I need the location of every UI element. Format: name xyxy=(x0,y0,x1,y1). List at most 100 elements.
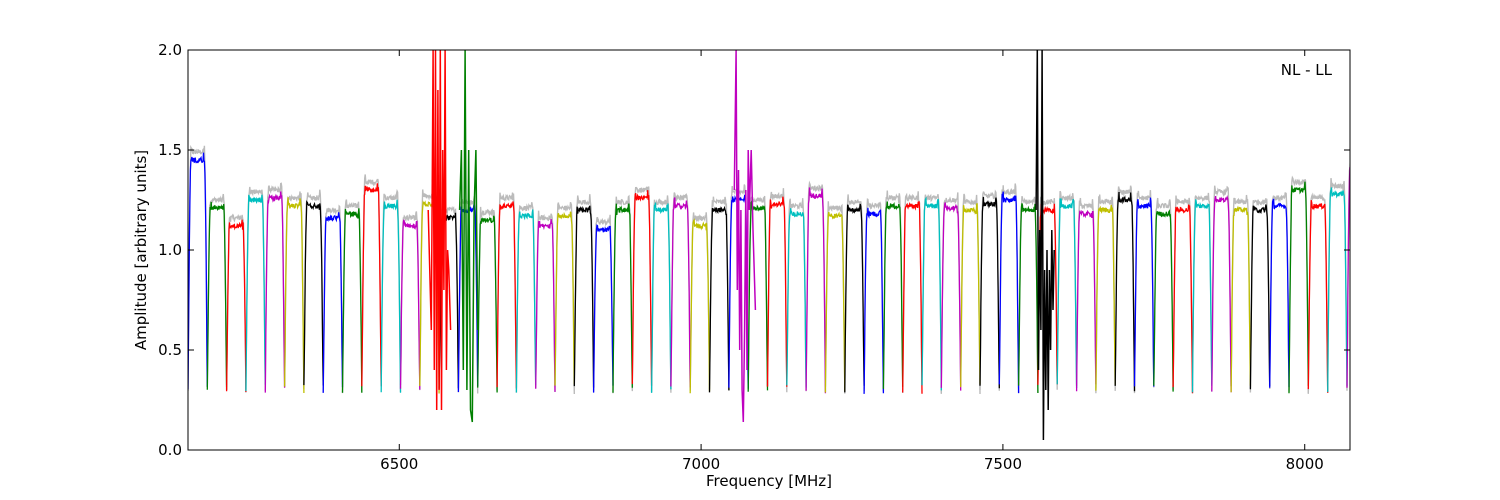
spectrum-lines xyxy=(188,50,1350,441)
channel-line-9 xyxy=(361,183,382,387)
x-tick-label: 7000 xyxy=(682,455,720,473)
channel-line-55 xyxy=(1249,204,1271,390)
channel-line-1 xyxy=(206,201,228,390)
channel-line-32 xyxy=(805,187,827,394)
channel-line-56 xyxy=(1269,198,1290,388)
reference-channel-16 xyxy=(496,192,518,393)
reference-channel-54 xyxy=(1230,194,1252,389)
channel-line-26 xyxy=(689,218,711,394)
reference-channel-7 xyxy=(322,204,344,393)
channel-line-54 xyxy=(1230,205,1252,393)
reference-channel-11 xyxy=(399,211,421,386)
channel-line-43 xyxy=(1017,203,1039,394)
channel-line-3 xyxy=(245,194,266,392)
reference-channel-29 xyxy=(747,195,769,390)
channel-line-4 xyxy=(264,191,286,393)
reference-channel-40 xyxy=(960,193,981,395)
reference-channel-9 xyxy=(361,174,382,392)
reference-channel-25 xyxy=(670,192,691,391)
reference-channel-46 xyxy=(1075,197,1097,394)
channel-line-17 xyxy=(515,209,537,393)
y-axis-label: Amplitude [arbitrary units] xyxy=(132,150,150,350)
channel-line-11 xyxy=(399,219,421,390)
rfi-series-3 xyxy=(1035,50,1055,441)
reference-channel-53 xyxy=(1211,185,1232,392)
x-tick-label: 7500 xyxy=(984,455,1022,473)
reference-channel-30 xyxy=(766,188,788,393)
reference-channel-4 xyxy=(264,182,286,391)
reference-channel-20 xyxy=(573,194,595,392)
reference-channel-39 xyxy=(940,192,962,394)
channel-line-31 xyxy=(786,208,807,388)
x-tick-label: 6500 xyxy=(380,455,418,473)
channel-line-45 xyxy=(1056,198,1078,389)
channel-line-6 xyxy=(303,200,324,386)
channel-line-49 xyxy=(1133,197,1155,387)
y-tick-label: 2.0 xyxy=(158,41,182,59)
reference-channel-50 xyxy=(1153,197,1174,391)
panel-annotation: NL - LL xyxy=(1281,61,1333,79)
reference-channel-10 xyxy=(380,188,402,393)
reference-channel-18 xyxy=(535,210,556,388)
y-tick-label: 1.5 xyxy=(158,141,182,159)
channel-line-58 xyxy=(1307,200,1329,393)
reference-channel-59 xyxy=(1327,178,1348,393)
channel-line-29 xyxy=(747,199,769,392)
reference-channel-34 xyxy=(844,194,865,394)
y-tick-label: 0.5 xyxy=(158,341,182,359)
y-tick-label: 0.0 xyxy=(158,441,182,459)
channel-line-19 xyxy=(554,211,575,386)
channel-line-2 xyxy=(225,219,247,393)
channel-line-27 xyxy=(708,205,730,393)
channel-line-8 xyxy=(341,208,363,393)
channel-line-16 xyxy=(496,201,518,389)
channel-line-52 xyxy=(1191,199,1213,393)
channel-line-33 xyxy=(824,211,846,393)
channel-line-47 xyxy=(1095,204,1116,391)
reference-channel-55 xyxy=(1249,198,1271,393)
reference-channel-36 xyxy=(882,190,904,391)
reference-channel-1 xyxy=(206,193,228,388)
reference-channel-26 xyxy=(689,212,711,390)
channel-line-37 xyxy=(902,201,923,394)
y-tick-label: 1.0 xyxy=(158,241,182,259)
channel-line-42 xyxy=(998,191,1020,394)
axis-ticks: 6500 7000 7500 8000 0.0 0.5 1.0 1.5 2.0 xyxy=(158,41,1350,473)
reference-channel-15 xyxy=(477,206,498,392)
reference-channel-57 xyxy=(1288,175,1309,394)
channel-line-38 xyxy=(921,196,942,391)
channel-line-50 xyxy=(1153,209,1174,392)
channel-line-53 xyxy=(1211,195,1232,393)
reference-channel-58 xyxy=(1307,192,1329,394)
reference-channel-38 xyxy=(921,193,942,393)
channel-line-34 xyxy=(844,203,865,393)
reference-channel-22 xyxy=(612,194,633,389)
reference-channel-51 xyxy=(1172,195,1194,394)
channel-line-7 xyxy=(322,212,344,393)
reference-channel-19 xyxy=(554,201,575,395)
channel-line-48 xyxy=(1114,191,1136,392)
channel-line-46 xyxy=(1075,209,1097,392)
channel-line-24 xyxy=(650,202,672,393)
rfi-series-0 xyxy=(427,50,452,411)
x-axis-label: Frequency [MHz] xyxy=(706,472,832,490)
reference-channel-3 xyxy=(245,186,266,393)
reference-channel-43 xyxy=(1017,196,1039,394)
channel-line-35 xyxy=(863,207,885,394)
reference-channel-21 xyxy=(592,214,614,394)
reference-channel-2 xyxy=(225,213,247,390)
reference-channel-27 xyxy=(708,196,730,391)
reference-channel-17 xyxy=(515,202,537,388)
channel-line-21 xyxy=(592,224,614,393)
reference-channel-6 xyxy=(303,189,324,388)
channel-line-22 xyxy=(612,203,633,393)
reference-channel-47 xyxy=(1095,194,1116,389)
channel-line-0 xyxy=(188,152,208,390)
x-tick-label: 8000 xyxy=(1286,455,1324,473)
channel-line-40 xyxy=(960,203,981,388)
channel-line-5 xyxy=(283,197,305,394)
channel-line-41 xyxy=(979,196,1000,389)
reference-channel-49 xyxy=(1133,190,1155,394)
channel-line-25 xyxy=(670,197,691,388)
reference-channel-0 xyxy=(188,144,208,392)
